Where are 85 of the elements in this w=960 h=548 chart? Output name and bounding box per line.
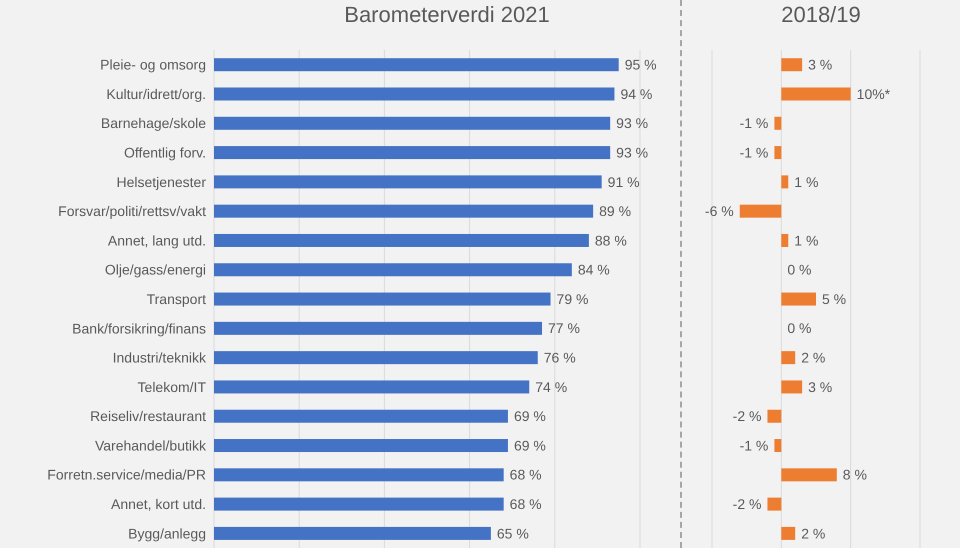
bar — [214, 175, 602, 188]
bar — [781, 526, 796, 540]
y-tick-label: Annet, kort utd. — [111, 496, 206, 512]
data-label: 93 % — [616, 115, 648, 132]
bar — [774, 116, 782, 130]
data-label: 69 % — [514, 408, 546, 424]
data-label: 94 % — [620, 86, 652, 102]
bar — [214, 204, 594, 218]
chart-title: 2018/19 — [780, 1, 862, 29]
bar — [781, 234, 788, 247]
data-label: 2 % — [801, 525, 826, 542]
bar — [781, 87, 851, 100]
y-tick-label: Bygg/anlegg — [128, 525, 206, 542]
bar — [781, 292, 816, 306]
data-label: 0 % — [787, 320, 812, 336]
data-label: 68 % — [510, 466, 542, 483]
data-label: 74 % — [535, 378, 568, 395]
bar — [214, 498, 504, 511]
data-label: 91 % — [608, 174, 640, 190]
bar — [767, 498, 782, 511]
bar — [214, 468, 504, 482]
data-label: -1 % — [740, 144, 768, 160]
bar — [214, 146, 610, 160]
bar — [781, 351, 796, 364]
data-label: 79 % — [556, 290, 588, 307]
y-tick-label: Telekom/IT — [138, 378, 206, 395]
chart-title: Barometerverdi 2021 — [343, 1, 551, 29]
y-tick-label: Olje/gass/energi — [104, 262, 206, 278]
data-label: 0 % — [787, 262, 812, 278]
data-label: 89 % — [599, 203, 632, 220]
bar — [214, 234, 589, 247]
y-tick-label: Bank/forsikring/finans — [72, 320, 206, 336]
data-label: 84 % — [578, 262, 610, 278]
data-label: 69 % — [514, 437, 546, 454]
data-label: 68 % — [510, 496, 542, 512]
data-label: 93 % — [616, 144, 648, 160]
data-label: 3 % — [808, 56, 832, 73]
data-label: 8 % — [842, 466, 867, 483]
y-tick-label: Forretn.service/media/PR — [47, 466, 206, 483]
bar — [767, 410, 782, 423]
data-label: 76 % — [544, 350, 576, 366]
data-label: -6 % — [704, 203, 734, 220]
data-label: 95 % — [624, 56, 657, 73]
y-tick-label: Barnehage/skole — [100, 115, 206, 132]
data-label: 5 % — [822, 290, 846, 307]
bar — [214, 87, 614, 100]
bar — [781, 175, 788, 188]
data-label: 3 % — [808, 378, 832, 395]
bar — [740, 204, 782, 218]
data-label: -2 % — [732, 496, 762, 512]
bar — [214, 410, 508, 423]
bar — [214, 292, 551, 306]
bar — [774, 439, 782, 452]
data-label: 2 % — [801, 350, 826, 366]
data-label: -2 % — [732, 408, 762, 424]
data-label: -1 % — [740, 437, 768, 454]
bar — [214, 380, 530, 394]
bar — [214, 526, 491, 540]
bar — [781, 468, 837, 482]
bar — [214, 351, 538, 364]
bar — [214, 116, 610, 130]
data-label: 1 % — [794, 232, 818, 248]
bar — [214, 439, 508, 452]
bar — [214, 263, 572, 276]
data-label: 10%* — [856, 86, 891, 102]
y-tick-label: Reiseliv/restaurant — [90, 408, 206, 424]
y-tick-label: Varehandel/butikk — [94, 437, 207, 454]
y-tick-label: Industri/teknikk — [112, 350, 207, 366]
y-tick-label: Forsvar/politi/rettsv/vakt — [58, 203, 206, 220]
data-label: 88 % — [594, 232, 627, 248]
data-label: 1 % — [794, 174, 818, 190]
data-label: -1 % — [740, 115, 768, 132]
y-tick-label: Annet, lang utd. — [108, 232, 206, 248]
data-label: 77 % — [548, 320, 580, 336]
y-tick-label: Kultur/idrett/org. — [106, 86, 206, 102]
bar — [781, 380, 802, 394]
bar — [781, 58, 802, 72]
y-tick-label: Pleie- og omsorg — [100, 56, 206, 73]
y-tick-label: Offentlig forv. — [124, 144, 206, 160]
bar — [214, 58, 619, 72]
bar — [214, 322, 542, 335]
bar — [774, 146, 782, 160]
y-tick-label: Transport — [146, 290, 206, 307]
data-label: 65 % — [496, 525, 529, 542]
y-tick-label: Helsetjenester — [116, 174, 206, 190]
